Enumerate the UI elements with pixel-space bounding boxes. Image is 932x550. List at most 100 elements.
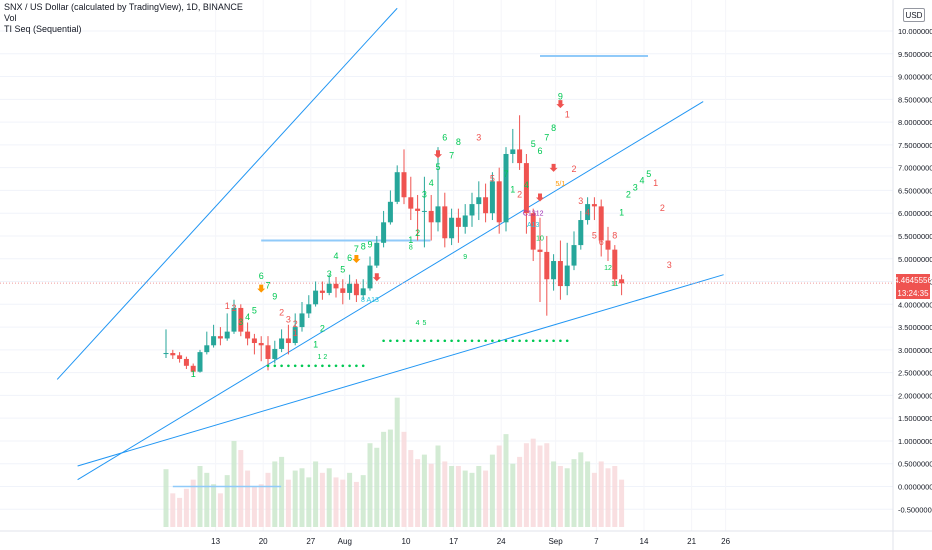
volume-bar bbox=[449, 466, 455, 527]
td-count-label: 3 bbox=[476, 132, 481, 142]
td-count-label: 5 bbox=[252, 305, 257, 315]
td-annotation-label: 1 2 bbox=[318, 354, 328, 361]
candle-body bbox=[163, 353, 169, 355]
candle-body bbox=[306, 304, 312, 314]
price-tick-label: 2.0000000 bbox=[898, 391, 932, 400]
td-count-label: 4 bbox=[639, 176, 644, 186]
td-count-label: 7 bbox=[605, 242, 610, 252]
candle-body bbox=[177, 355, 183, 359]
volume-bar bbox=[177, 497, 183, 527]
support-dot bbox=[314, 364, 317, 368]
volume-bar bbox=[190, 479, 196, 527]
td-count-label: 6 bbox=[347, 253, 352, 263]
price-tick-label: 5.0000000 bbox=[898, 255, 932, 264]
volume-bar bbox=[523, 443, 529, 527]
td-annotation-label: 8 A13 bbox=[361, 297, 379, 304]
volume-bar bbox=[292, 470, 298, 527]
td-count-label: 3 bbox=[238, 317, 243, 327]
volume-bar bbox=[503, 434, 509, 527]
td-count-label: 2 bbox=[320, 324, 325, 334]
time-tick-label: 20 bbox=[259, 537, 268, 546]
candle-body bbox=[476, 197, 482, 205]
candle-body bbox=[313, 290, 319, 305]
drawn-lines bbox=[0, 7, 893, 481]
td-count-label: 5 bbox=[435, 162, 440, 172]
currency-button[interactable]: USD bbox=[903, 8, 925, 22]
td-count-label: 2 bbox=[660, 203, 665, 213]
time-tick-label: 24 bbox=[497, 537, 506, 546]
volume-bar bbox=[564, 468, 570, 527]
support-dot bbox=[402, 339, 406, 343]
td-annotation-label: C1312 bbox=[523, 210, 544, 217]
candle-body bbox=[258, 343, 264, 346]
candle-body bbox=[190, 365, 196, 372]
support-dot bbox=[525, 339, 528, 343]
support-dot bbox=[552, 339, 555, 343]
volume-bar bbox=[381, 431, 387, 527]
candle-body bbox=[571, 245, 577, 266]
support-dot bbox=[341, 364, 345, 368]
time-tick-label: Sep bbox=[548, 537, 563, 546]
volume-bar bbox=[326, 468, 332, 527]
candle-body bbox=[224, 331, 230, 339]
volume-bar bbox=[571, 459, 577, 527]
down-arrow-icon bbox=[372, 273, 381, 282]
symbol-title[interactable]: SNX / US Dollar (calculated by TradingVi… bbox=[4, 2, 243, 12]
volume-bar bbox=[387, 429, 393, 527]
candle-body bbox=[421, 210, 427, 212]
td-count-label: 5 bbox=[340, 264, 345, 274]
candle-body bbox=[449, 217, 455, 239]
td-count-label: 6 bbox=[537, 146, 542, 156]
candle-body bbox=[265, 345, 271, 359]
down-arrow-icon bbox=[352, 255, 361, 264]
support-dot bbox=[382, 339, 385, 343]
volume-bar bbox=[612, 466, 618, 527]
candle-body bbox=[347, 283, 353, 293]
candle-body bbox=[340, 288, 346, 293]
price-tick-label: 7.0000000 bbox=[898, 164, 932, 173]
td-count-label: 1 bbox=[619, 207, 624, 217]
support-dot bbox=[293, 364, 297, 368]
volume-bar bbox=[496, 445, 502, 527]
support-dot bbox=[504, 339, 508, 343]
volume-bar bbox=[591, 472, 597, 527]
td-count-label: 9 bbox=[272, 292, 277, 302]
td-count-label: 7 bbox=[265, 280, 270, 290]
td-count-label: 2 bbox=[231, 303, 236, 313]
td-count-label: 8 bbox=[456, 137, 461, 147]
volume-bar bbox=[197, 466, 203, 527]
price-axis[interactable]: -0.5000000 0.0000000 0.5000000 1.0000000 1.5… bbox=[892, 0, 932, 550]
candle-body bbox=[408, 197, 414, 209]
td-count-label: 5 bbox=[531, 139, 536, 149]
bar-countdown-badge: 13:24:35 bbox=[896, 287, 930, 299]
candle-body bbox=[360, 288, 366, 296]
volume-bar bbox=[605, 468, 611, 527]
volume-bar bbox=[598, 461, 604, 527]
volume-bar bbox=[217, 493, 223, 527]
time-tick-label: 26 bbox=[721, 537, 730, 546]
td-count-label: 3 bbox=[327, 269, 332, 279]
td-count-label: 3 bbox=[633, 182, 638, 192]
indicator-legend[interactable]: TI Seq (Sequential) bbox=[4, 24, 82, 34]
support-dot bbox=[559, 339, 562, 343]
support-dot bbox=[538, 339, 542, 343]
volume-bar bbox=[510, 463, 516, 527]
price-tick-label: 7.5000000 bbox=[898, 141, 932, 150]
price-tick-label: 6.5000000 bbox=[898, 186, 932, 195]
candle-body bbox=[285, 338, 291, 344]
candle-body bbox=[435, 206, 441, 223]
last-price-badge: 4.4645556 bbox=[894, 274, 932, 287]
volume-legend[interactable]: Vol bbox=[4, 13, 17, 23]
td-count-label: 4 bbox=[333, 251, 338, 261]
time-axis[interactable]: 13 20 27 Aug 10 17 24 Sep 7 14 21 26 bbox=[0, 530, 932, 546]
volume-bar bbox=[394, 397, 400, 527]
down-arrow-icon bbox=[556, 100, 565, 109]
volume-bar bbox=[476, 466, 482, 527]
support-dot bbox=[511, 339, 515, 343]
candle-body bbox=[279, 338, 285, 349]
candle-body bbox=[564, 265, 570, 287]
support-dot bbox=[416, 339, 419, 343]
candle-body bbox=[381, 222, 387, 243]
